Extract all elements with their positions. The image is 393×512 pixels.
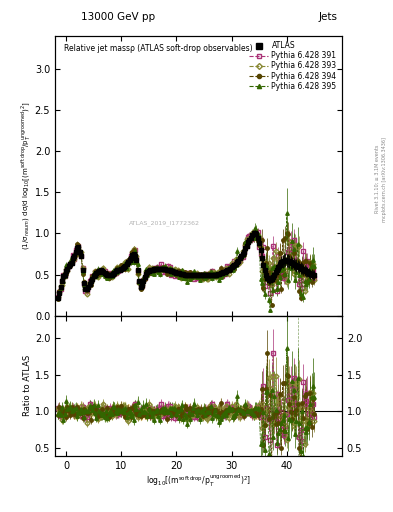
Text: mcplots.cern.ch [arXiv:1306.3436]: mcplots.cern.ch [arXiv:1306.3436] [382, 137, 387, 222]
Text: Jets: Jets [319, 11, 338, 22]
Legend: ATLAS, Pythia 6.428 391, Pythia 6.428 393, Pythia 6.428 394, Pythia 6.428 395: ATLAS, Pythia 6.428 391, Pythia 6.428 39… [248, 39, 338, 92]
Text: Relative jet massρ (ATLAS soft-drop observables): Relative jet massρ (ATLAS soft-drop obse… [64, 44, 252, 53]
Text: 13000 GeV pp: 13000 GeV pp [81, 11, 155, 22]
Y-axis label: Ratio to ATLAS: Ratio to ATLAS [23, 355, 32, 416]
Y-axis label: (1/σ$_{resum}$) dσ/d log$_{10}$[(m$^{\rm soft\,drop}$/p$_T^{\rm ungroomed}$)$^2$: (1/σ$_{resum}$) dσ/d log$_{10}$[(m$^{\rm… [20, 101, 33, 250]
X-axis label: log$_{10}$[(m$^{\rm soft\,drop}$/p$_T^{\rm ungroomed}$)$^2$]: log$_{10}$[(m$^{\rm soft\,drop}$/p$_T^{\… [146, 473, 251, 489]
Text: Rivet 3.1.10; ≥ 3.1M events: Rivet 3.1.10; ≥ 3.1M events [375, 145, 380, 214]
Text: ATLAS_2019_I1772362: ATLAS_2019_I1772362 [129, 221, 200, 226]
